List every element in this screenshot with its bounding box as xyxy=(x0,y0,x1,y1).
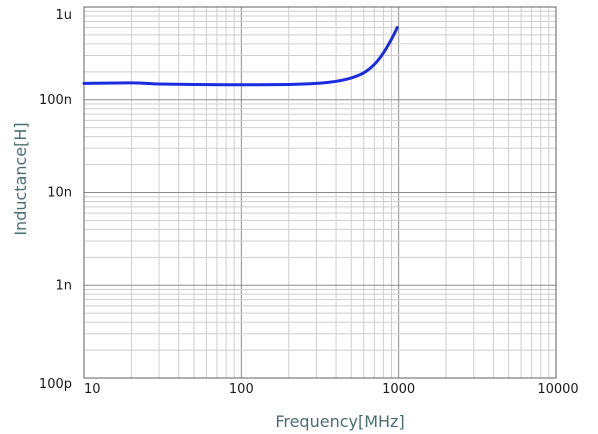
x-tick-label: 100 xyxy=(229,382,254,397)
x-tick-label: 10 xyxy=(84,382,101,397)
x-tick-labels: 10 100 1000 10000 xyxy=(84,382,579,397)
x-tick-label: 1000 xyxy=(382,382,415,397)
y-tick-label: 10n xyxy=(47,186,72,201)
y-axis-title: Inductance[H] xyxy=(11,122,30,235)
y-tick-label: 1u xyxy=(55,8,72,23)
x-axis-title: Frequency[MHz] xyxy=(275,412,404,431)
plot-frame xyxy=(83,6,557,379)
inductance-series-line xyxy=(82,26,399,87)
grid xyxy=(83,7,556,379)
series-layer xyxy=(82,26,399,87)
y-tick-label: 100p xyxy=(39,377,72,392)
y-tick-label: 100n xyxy=(39,93,72,108)
y-tick-labels: 100p 1n 10n 100n 1u xyxy=(39,8,72,392)
x-tick-label: 10000 xyxy=(537,382,578,397)
y-tick-label: 1n xyxy=(55,278,72,293)
